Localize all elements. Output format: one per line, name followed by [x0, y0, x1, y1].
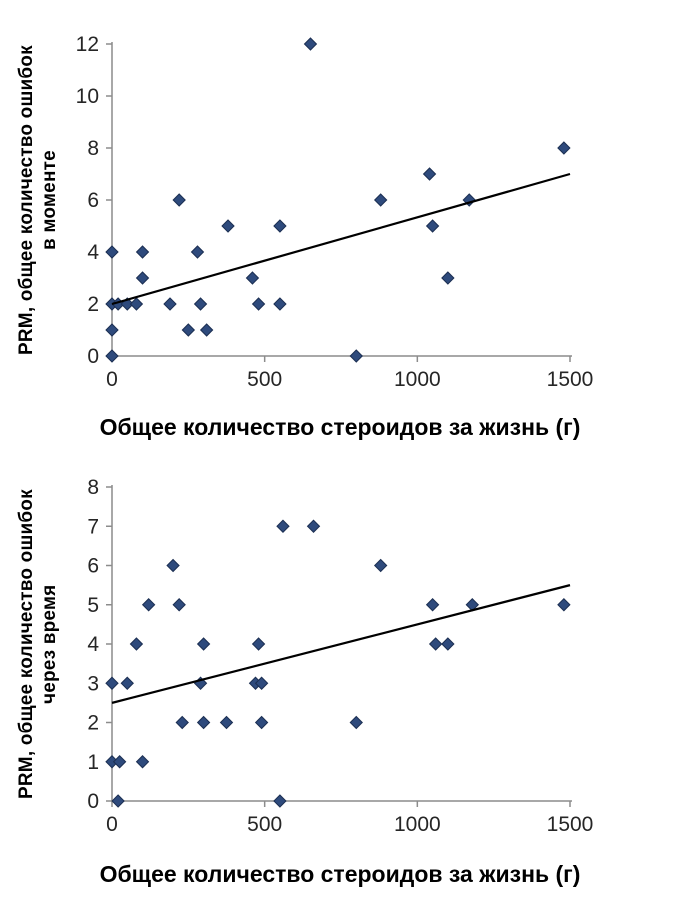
data-point: [557, 141, 571, 155]
data-point: [373, 193, 388, 207]
trendline: [111, 584, 571, 704]
trendline: [111, 172, 571, 306]
data-point: [245, 271, 260, 285]
y-tick-label: 3: [87, 672, 99, 695]
scatter-plot-canvas: 0 1 2 3 4 5 6 7 8 0 500 1000 1500: [87, 476, 594, 836]
y-tick-label: 0: [87, 345, 99, 368]
data-point: [221, 219, 235, 233]
chart-errors-over-time: PRM, общее количество ошибок через время…: [0, 457, 680, 888]
data-point: [181, 323, 196, 337]
y-tick-label: 4: [87, 633, 99, 656]
y-tick-label: 7: [87, 515, 99, 538]
data-point: [273, 794, 287, 808]
y-tick-label: 6: [87, 189, 99, 212]
y-axis-title: PRM, общее количество ошибок через время: [16, 489, 60, 799]
data-point: [135, 245, 150, 259]
data-point: [193, 297, 208, 311]
y-tick-label: 2: [87, 712, 99, 735]
data-point: [141, 598, 156, 612]
data-point: [172, 598, 186, 612]
x-tick-label: 1500: [547, 813, 594, 836]
data-point: [425, 219, 440, 233]
data-point: [441, 637, 455, 651]
data-point: [557, 598, 571, 612]
data-point: [254, 676, 269, 690]
data-point: [196, 637, 211, 651]
data-point: [196, 715, 211, 730]
data-point: [111, 794, 125, 808]
data-point: [166, 558, 180, 573]
data-point: [175, 715, 189, 730]
data-point: [276, 519, 290, 533]
data-point: [105, 676, 119, 690]
x-tick-label: 0: [106, 368, 118, 391]
y-tick-label: 4: [87, 241, 99, 264]
y-tick-label: 8: [87, 137, 99, 160]
data-point: [349, 349, 363, 363]
data-point: [306, 519, 321, 533]
data-point: [163, 297, 177, 311]
data-point: [273, 297, 287, 311]
y-tick-label: 5: [87, 594, 99, 617]
data-point: [273, 219, 287, 233]
data-point: [251, 637, 266, 651]
y-tick-label: 10: [76, 85, 99, 108]
data-point: [251, 297, 266, 311]
data-point: [135, 271, 150, 285]
data-point: [349, 715, 363, 730]
data-point: [441, 271, 455, 285]
y-tick-label: 0: [87, 790, 99, 813]
data-point: [199, 323, 214, 337]
data-point: [425, 598, 440, 612]
x-tick-label: 500: [247, 813, 282, 836]
y-tick-label: 2: [87, 293, 99, 316]
data-point: [105, 349, 119, 363]
chart-errors-at-moment: PRM, общее количество ошибок в моменте 0…: [0, 4, 680, 441]
data-point: [135, 755, 150, 769]
x-axis-title: Общее количество стероидов за жизнь (г): [99, 861, 581, 887]
x-tick-label: 1500: [547, 368, 594, 391]
y-tick-label: 1: [87, 751, 99, 774]
data-point: [105, 323, 119, 337]
data-point: [303, 37, 318, 51]
y-tick-label: 12: [76, 33, 99, 56]
data-point: [190, 245, 205, 259]
x-axis-title: Общее количество стероидов за жизнь (г): [99, 414, 581, 440]
y-tick-label: 6: [87, 555, 99, 578]
scatter-plot-canvas: 0 2 4 6 8 10 12 0 500 1000 1500: [76, 33, 594, 391]
data-point: [112, 755, 127, 769]
data-point: [129, 637, 144, 651]
x-tick-label: 1000: [394, 813, 441, 836]
data-point: [422, 167, 437, 181]
data-point: [172, 193, 186, 207]
data-point: [254, 715, 269, 730]
y-tick-label: 8: [87, 476, 99, 499]
data-point: [129, 297, 144, 311]
x-tick-label: 500: [247, 368, 282, 391]
y-axis-title: PRM, общее количество ошибок в моменте: [16, 45, 60, 355]
data-point: [373, 558, 388, 573]
x-tick-label: 0: [106, 813, 118, 836]
data-point: [120, 676, 134, 690]
x-tick-label: 1000: [394, 368, 441, 391]
data-point: [219, 715, 234, 730]
data-point: [105, 245, 119, 259]
data-point: [428, 637, 443, 651]
